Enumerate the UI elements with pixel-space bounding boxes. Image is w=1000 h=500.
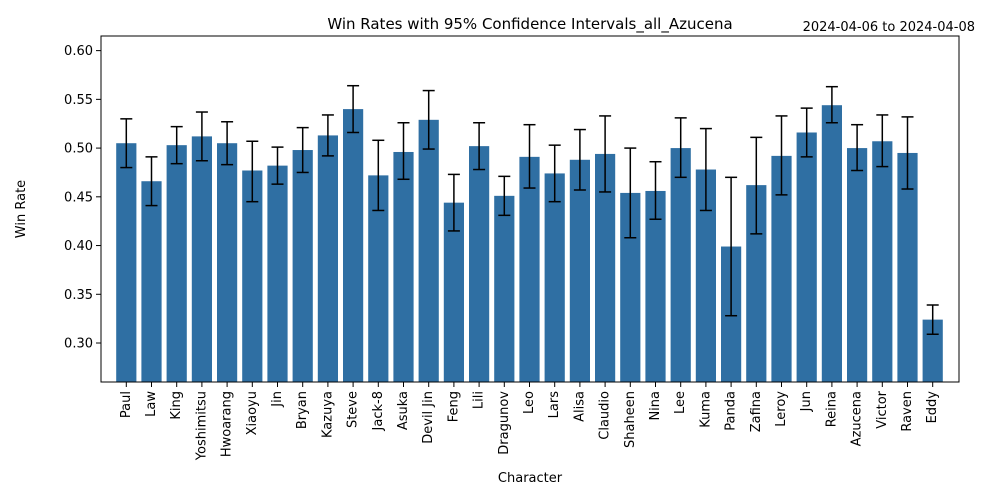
bar xyxy=(166,145,187,382)
x-tick-label: Asuka xyxy=(396,391,411,430)
bar xyxy=(847,148,868,382)
x-tick-label: Jin xyxy=(270,391,285,408)
bar xyxy=(116,143,137,382)
x-tick-label: Shaheen xyxy=(623,391,638,448)
x-tick-label: Reina xyxy=(824,391,839,427)
x-tick-label: Xiaoyu xyxy=(245,391,260,435)
bar xyxy=(317,135,338,382)
bar xyxy=(569,159,590,382)
bar xyxy=(872,141,893,382)
bar xyxy=(217,143,238,382)
x-tick-label: Panda xyxy=(724,391,739,431)
x-tick-label: Kuma xyxy=(698,391,713,428)
x-tick-label: Lili xyxy=(472,391,487,409)
date-range-label: 2024-04-06 to 2024-04-08 xyxy=(803,20,975,35)
bar xyxy=(191,136,212,382)
chart-title: Win Rates with 95% Confidence Intervals_… xyxy=(327,15,732,34)
x-tick-label: Leroy xyxy=(774,391,789,427)
bar xyxy=(393,151,414,382)
y-tick-label: 0.50 xyxy=(64,142,93,157)
bar xyxy=(519,156,540,382)
bar xyxy=(645,190,666,382)
bar xyxy=(141,181,162,382)
y-tick-label: 0.40 xyxy=(64,239,93,254)
x-tick-label: Raven xyxy=(900,391,915,432)
x-tick-label: Leo xyxy=(522,391,537,414)
x-tick-label: Law xyxy=(144,391,159,417)
y-axis-label: Win Rate xyxy=(14,180,29,238)
bar xyxy=(922,319,943,382)
x-tick-label: Devil Jin xyxy=(421,391,436,444)
bar xyxy=(494,195,515,382)
bar xyxy=(292,150,313,382)
x-tick-label: Steve xyxy=(346,391,361,428)
bar xyxy=(695,169,716,382)
x-tick-label: Hwoarang xyxy=(220,391,235,457)
y-tick-label: 0.60 xyxy=(64,44,93,59)
x-tick-label: Lars xyxy=(547,391,562,419)
bar xyxy=(242,170,263,382)
bar xyxy=(469,146,490,382)
y-tick-label: 0.55 xyxy=(64,93,93,108)
y-tick-label: 0.30 xyxy=(64,337,93,352)
x-tick-label: Nina xyxy=(648,391,663,421)
bar xyxy=(796,132,817,382)
x-tick-label: Paul xyxy=(119,391,134,418)
x-tick-label: Victor xyxy=(875,390,890,428)
bar xyxy=(267,165,288,382)
bar xyxy=(368,175,389,382)
x-tick-label: King xyxy=(169,391,184,420)
x-tick-label: Zafina xyxy=(749,391,764,432)
x-axis-label: Character xyxy=(498,471,563,486)
bar xyxy=(670,148,691,382)
x-tick-label: Jun xyxy=(799,391,814,412)
x-tick-label: Yoshimitsu xyxy=(194,391,209,461)
bar xyxy=(821,105,842,382)
x-tick-label: Azucena xyxy=(850,391,865,446)
x-tick-label: Eddy xyxy=(925,391,940,424)
y-tick-label: 0.35 xyxy=(64,288,93,303)
bar xyxy=(443,202,464,382)
y-tick-label: 0.45 xyxy=(64,190,93,205)
bar xyxy=(897,152,918,382)
plot-area: 0.30 0.35 0.40 0.45 0.50 0.55 0.60 Paul Law King Y… xyxy=(64,44,943,461)
x-tick-label: Kazuya xyxy=(320,391,335,438)
x-tick-label: Alisa xyxy=(572,391,587,422)
bar xyxy=(343,109,364,382)
bar xyxy=(620,192,641,382)
x-tick-label: Feng xyxy=(446,391,461,422)
bar xyxy=(418,119,439,383)
x-tick-label: Bryan xyxy=(295,391,310,429)
x-tick-label: Lee xyxy=(673,391,688,414)
plot-frame xyxy=(100,35,960,383)
x-tick-label: Dragunov xyxy=(497,391,512,455)
x-tick-label: Jack-8 xyxy=(371,391,386,431)
bar xyxy=(771,155,792,382)
x-tick-label: Claudio xyxy=(598,391,613,440)
bar xyxy=(544,173,565,382)
bar xyxy=(595,153,616,382)
